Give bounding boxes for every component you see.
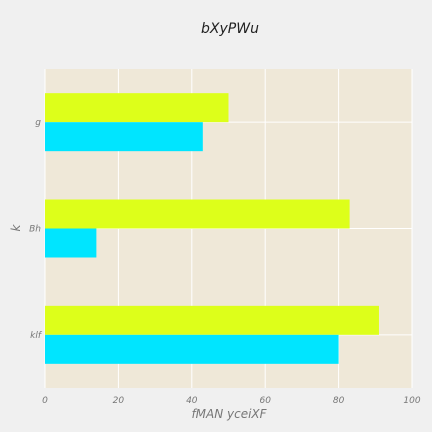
y-axis-label: k (9, 223, 23, 231)
y-tick-label: g (35, 118, 41, 128)
x-tick-label: 100 (403, 396, 420, 406)
bar-series-2-klf (45, 305, 379, 335)
bars (45, 93, 379, 364)
x-tick-labels: 0 20 40 60 80 100 (42, 396, 421, 406)
x-axis-label: fMAN yceiXF (191, 407, 267, 421)
chart-title: bXyPWu (201, 21, 259, 37)
x-tick-label: 40 (186, 396, 198, 406)
y-tick-labels: g Bh klf (29, 118, 43, 341)
x-tick-label: 80 (333, 396, 345, 406)
y-tick-label: klf (30, 331, 43, 341)
bar-series-1-Bh (45, 228, 97, 258)
y-tick-label: Bh (29, 225, 41, 235)
bar-series-1-g (45, 122, 203, 152)
bar-series-2-g (45, 93, 229, 123)
x-tick-label: 60 (259, 396, 271, 406)
x-tick-label: 20 (113, 396, 125, 406)
bar-series-1-klf (45, 334, 339, 364)
bar-series-2-Bh (45, 199, 350, 229)
x-tick-label: 0 (42, 396, 48, 406)
